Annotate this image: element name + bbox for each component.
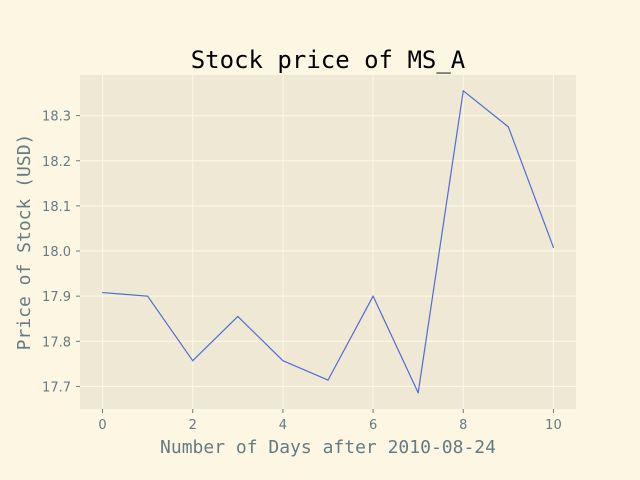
data-point [237,315,239,318]
data-point [192,360,194,362]
data-point [417,392,419,394]
data-point [372,295,374,297]
x-tick-label: 8 [459,418,467,433]
x-axis-label: Number of Days after 2010-08-24 [160,437,496,458]
y-tick-label: 18.2 [42,155,71,170]
data-point [282,360,284,362]
series [101,90,555,394]
y-tick-label: 17.8 [42,335,71,350]
data-point [327,379,329,381]
chart-title: Stock price of MS_A [191,46,466,74]
x-tick-label: 10 [545,418,562,433]
data-point [101,291,104,294]
plot-area [80,75,576,409]
data-point [507,126,509,128]
y-tick-label: 18.1 [42,200,71,215]
data-point [147,295,149,297]
y-tick-label: 17.7 [42,380,71,395]
grid [80,75,576,409]
x-tick-label: 4 [279,418,287,433]
y-tick-label: 18.0 [42,245,71,260]
x-tick-label: 6 [369,418,377,433]
data-point [462,90,464,92]
x-tick-label: 2 [189,418,197,433]
y-axis-label: Price of Stock (USD) [14,134,35,351]
y-tick-label: 17.9 [42,290,71,305]
axis-ticks: 0 2 4 6 8 10 17.7 17.8 17.9 18.0 18.1 18.2 18.3 [42,110,562,433]
x-tick-label: 0 [98,418,106,433]
data-point [552,246,555,249]
y-tick-label: 18.3 [42,110,71,125]
